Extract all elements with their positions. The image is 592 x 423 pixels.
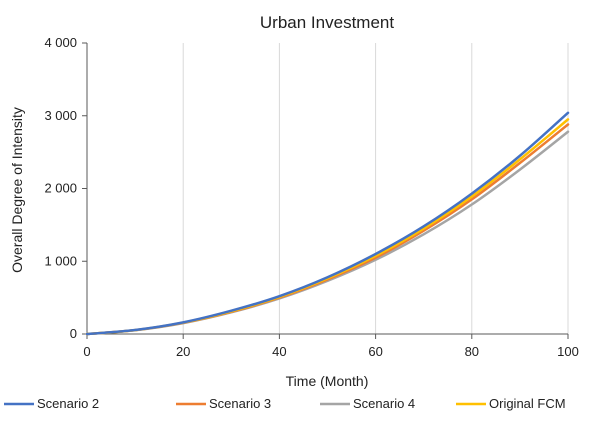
x-tick-label: 0 <box>83 344 90 359</box>
legend-label: Scenario 4 <box>353 396 415 411</box>
y-tick-label: 2 000 <box>44 181 77 196</box>
series-line-scenario-4 <box>85 130 570 336</box>
y-tick-label: 4 000 <box>44 35 77 50</box>
y-tick-label: 1 000 <box>44 253 77 268</box>
y-tick-label: 0 <box>70 326 77 341</box>
x-tick-label: 100 <box>557 344 579 359</box>
chart-title: Urban Investment <box>260 13 394 32</box>
series-lines <box>85 111 570 336</box>
series-line-scenario-2 <box>85 111 570 336</box>
x-axis-title: Time (Month) <box>286 373 369 389</box>
y-tick-label: 3 000 <box>44 108 77 123</box>
x-tick-label: 60 <box>368 344 382 359</box>
legend-label: Original FCM <box>489 396 566 411</box>
series-line-scenario-3 <box>85 123 570 336</box>
legend-label: Scenario 2 <box>37 396 99 411</box>
x-tick-label: 80 <box>465 344 479 359</box>
x-tick-label: 40 <box>272 344 286 359</box>
y-axis-title: Overall Degree of Intensity <box>9 107 25 273</box>
legend: Scenario 2 Scenario 3 Scenario 4 Original F… <box>4 396 566 411</box>
x-tick-label: 20 <box>176 344 190 359</box>
series-line-original-fcm <box>85 118 570 336</box>
axes: 0 20 40 60 80 100 0 1 000 2 000 3 000 4 000 <box>44 35 578 359</box>
legend-label: Scenario 3 <box>209 396 271 411</box>
gridlines <box>182 43 569 334</box>
